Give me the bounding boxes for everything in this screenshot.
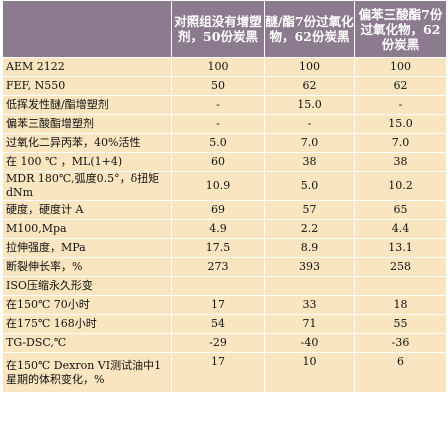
- table-row: 在175℃ 168小时 54 71 55: [2, 314, 447, 334]
- table-cell: 62: [264, 76, 355, 96]
- table-cell: 5.0: [264, 171, 355, 201]
- table-row: 断裂伸长率，% 273 393 258: [2, 257, 447, 277]
- table-cell: -: [354, 95, 447, 115]
- table-cell: 17.5: [171, 238, 265, 258]
- table-cell: [171, 276, 265, 296]
- table-row: ISO压缩永久形变: [2, 276, 447, 296]
- table-cell: 15.0: [264, 95, 355, 115]
- table-cell: 7.0: [264, 133, 355, 153]
- table-row: AEM 2122 100 100 100: [2, 57, 447, 77]
- table-cell: 10.9: [171, 171, 265, 201]
- row-label: 断裂伸长率，%: [2, 257, 172, 277]
- table-cell: -: [171, 114, 265, 134]
- table-cell: 55: [354, 314, 447, 334]
- table-cell: 273: [171, 257, 265, 277]
- table-cell: 15.0: [354, 114, 447, 134]
- table-cell: -36: [354, 333, 447, 353]
- row-label: 在150℃ 70小时: [2, 295, 172, 315]
- table-row: 过氧化二异丙苯，40%活性 5.0 7.0 7.0: [2, 133, 447, 153]
- table-cell: 258: [354, 257, 447, 277]
- table-cell: 4.9: [171, 219, 265, 239]
- header-control-group: 对照组没有增塑剂，50份炭黑: [171, 0, 265, 58]
- table-row: MDR 180℃,弧度0.5°，δ扭矩dNm 10.9 5.0 10.2: [2, 171, 447, 201]
- row-label: AEM 2122: [2, 57, 172, 77]
- properties-table: 对照组没有增塑剂，50份炭黑 醚/酯7份过氧化物，62份炭黑 偏苯三酸酯7份过氧…: [2, 0, 447, 393]
- row-label: 在150℃ Dexron VI测试油中1星期的体积变化，%: [2, 352, 172, 393]
- table-cell: -: [264, 114, 355, 134]
- row-label: M100,Mpa: [2, 219, 172, 239]
- table-cell: 100: [171, 57, 265, 77]
- table-row: 低挥发性醚/酯增塑剂 -15.0-: [2, 95, 447, 115]
- row-label: 在 100 ℃ ，ML(1+4): [2, 152, 172, 172]
- table-cell: -29: [171, 333, 265, 353]
- table-cell: 57: [264, 200, 355, 220]
- row-label: 低挥发性醚/酯增塑剂: [2, 95, 172, 115]
- row-label: ISO压缩永久形变: [2, 276, 172, 296]
- table-cell: 10.2: [354, 171, 447, 201]
- table-cell: 18: [354, 295, 447, 315]
- table-cell: 69: [171, 200, 265, 220]
- row-label: TG-DSC,℃: [2, 333, 172, 353]
- table-cell: 7.0: [354, 133, 447, 153]
- table-row: FEF, N550 50 62 62: [2, 76, 447, 96]
- table-cell: 54: [171, 314, 265, 334]
- table-cell: 17: [171, 352, 265, 393]
- table-cell: 8.9: [264, 238, 355, 258]
- table-body: AEM 2122 100 100 100 FEF, N550 50 62 62 低挥发性醚/酯增…: [2, 57, 447, 393]
- table-row: 偏苯三酸酯增塑剂 - -15.0: [2, 114, 447, 134]
- row-label: 过氧化二异丙苯，40%活性: [2, 133, 172, 153]
- table-cell: -: [171, 95, 265, 115]
- table-row: 在150℃ 70小时 17 33 18: [2, 295, 447, 315]
- header-trimellitate: 偏苯三酸酯7份过氧化物，62份炭黑: [354, 0, 447, 58]
- table-cell: 50: [171, 76, 265, 96]
- table-row: 硬度，硬度计 A 69 57 65: [2, 200, 447, 220]
- row-label: 拉伸强度，MPa: [2, 238, 172, 258]
- table-cell: 71: [264, 314, 355, 334]
- table-cell: 60: [171, 152, 265, 172]
- table-cell: 62: [354, 76, 447, 96]
- table-cell: [264, 276, 355, 296]
- table-cell: 10: [264, 352, 355, 393]
- table-cell: 100: [264, 57, 355, 77]
- table-cell: 5.0: [171, 133, 265, 153]
- table-cell: 4.4: [354, 219, 447, 239]
- row-label: 硬度，硬度计 A: [2, 200, 172, 220]
- table-cell: 38: [264, 152, 355, 172]
- table-cell: 33: [264, 295, 355, 315]
- header-ether-ester: 醚/酯7份过氧化物，62份炭黑: [264, 0, 355, 58]
- table-cell: 65: [354, 200, 447, 220]
- table-row: 拉伸强度，MPa 17.5 8.9 13.1: [2, 238, 447, 258]
- table-row: TG-DSC,℃ -29 -40 -36: [2, 333, 447, 353]
- row-label: MDR 180℃,弧度0.5°，δ扭矩dNm: [2, 171, 172, 201]
- table-cell: [354, 276, 447, 296]
- table-cell: 393: [264, 257, 355, 277]
- table-row: M100,Mpa 4.9 2.2 4.4: [2, 219, 447, 239]
- row-label: 在175℃ 168小时: [2, 314, 172, 334]
- table-cell: 2.2: [264, 219, 355, 239]
- row-label: 偏苯三酸酯增塑剂: [2, 114, 172, 134]
- table-row: 在150℃ Dexron VI测试油中1星期的体积变化，% 17 10 6: [2, 352, 447, 393]
- table-cell: -40: [264, 333, 355, 353]
- table-cell: 13.1: [354, 238, 447, 258]
- table-row: 在 100 ℃ ，ML(1+4) 60 38 38: [2, 152, 447, 172]
- table-cell: 38: [354, 152, 447, 172]
- table-cell: 6: [354, 352, 447, 393]
- table-cell: 17: [171, 295, 265, 315]
- header-corner-cell: [2, 0, 172, 58]
- row-label: FEF, N550: [2, 76, 172, 96]
- header-row: 对照组没有增塑剂，50份炭黑 醚/酯7份过氧化物，62份炭黑 偏苯三酸酯7份过氧…: [2, 0, 447, 58]
- table-cell: 100: [354, 57, 447, 77]
